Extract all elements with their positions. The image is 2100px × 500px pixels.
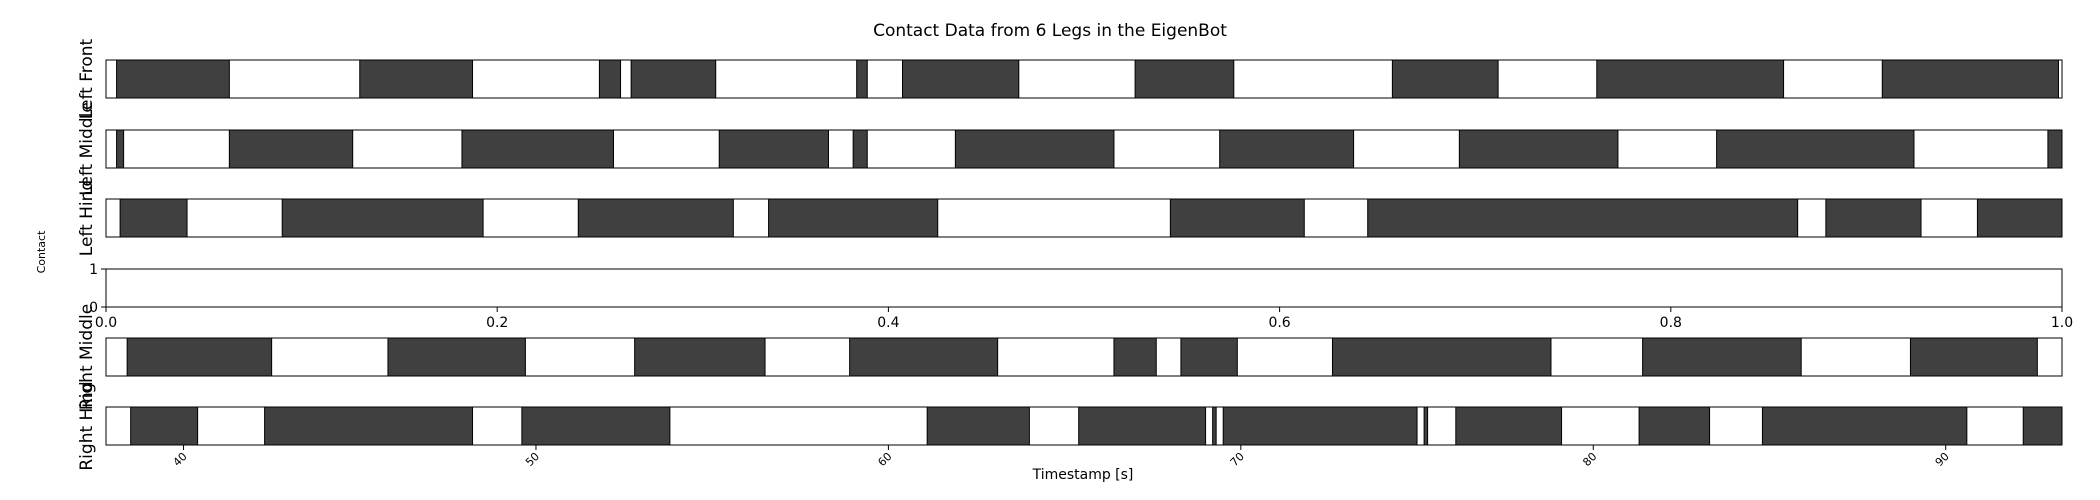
leg-row: Left Front [77, 38, 2063, 119]
contact-bar [116, 59, 230, 99]
contact-bar [852, 129, 868, 169]
contact-bar [1761, 406, 1968, 446]
contact-bar [1825, 198, 1922, 238]
x-tick-label: 0.8 [1660, 315, 1682, 331]
contact-bar [1638, 406, 1711, 446]
contact-bar [1458, 129, 1619, 169]
y-axis-label: Contact [35, 230, 48, 273]
contact-bar [954, 129, 1115, 169]
contact-bar [1716, 129, 1915, 169]
y-tick-label: 1 [89, 262, 98, 278]
contact-bar [1596, 59, 1785, 99]
empty-axis: 0 1 0.0 0.2 0.4 0.6 0.8 1.0 [89, 262, 2073, 331]
leg-row [105, 268, 2063, 308]
contact-bar [768, 198, 939, 238]
leg-label: Right Hind [77, 381, 97, 470]
leg-row: Right Middle [77, 304, 2063, 410]
x-tick-label: 0.0 [95, 315, 117, 331]
x-tick-label: 0.4 [877, 315, 899, 331]
contact-bar [1219, 129, 1355, 169]
contact-bar [1642, 337, 1802, 377]
timestamp-tick-label: 80 [1580, 450, 1599, 469]
leg-label: Left Middle [77, 102, 97, 196]
contact-bar [521, 406, 671, 446]
timestamp-tick-label: 90 [1933, 450, 1952, 469]
contact-bar [1391, 59, 1499, 99]
contact-bar [130, 406, 199, 446]
chart-title: Contact Data from 6 Legs in the EigenBot [873, 21, 1227, 41]
contact-bar [126, 337, 273, 377]
x-tick-label: 0.6 [1268, 315, 1290, 331]
contact-bar [461, 129, 615, 169]
contact-bar [264, 406, 474, 446]
row-frame [105, 268, 2063, 308]
contact-bar [849, 337, 999, 377]
contact-bar [718, 129, 829, 169]
contact-bar [630, 59, 717, 99]
x-axis-label: Timestamp [s] [1032, 467, 1134, 483]
contact-bar [926, 406, 1030, 446]
timestamp-tick-label: 70 [1228, 450, 1247, 469]
y-tick-label: 0 [89, 300, 98, 316]
x-tick-label: 0.2 [486, 315, 508, 331]
leg-label: Left Hind [77, 180, 97, 256]
contact-bar [577, 198, 734, 238]
contact-bar [1423, 406, 1429, 446]
contact-bar [1222, 406, 1418, 446]
leg-row: Right Hind [77, 381, 2063, 471]
contact-bar [2047, 129, 2063, 169]
contact-bar [228, 129, 354, 169]
contact-bar [901, 59, 1020, 99]
leg-label: Left Front [77, 38, 97, 119]
contact-bar [1169, 198, 1305, 238]
leg-row: Left Middle [77, 102, 2063, 196]
contact-bar [1212, 406, 1217, 446]
contact-bar [598, 59, 622, 99]
timestamp-tick-label: 40 [171, 450, 190, 469]
timestamp-tick-label: 50 [523, 450, 542, 469]
contact-bar [119, 198, 188, 238]
contact-bar [359, 59, 474, 99]
contact-bar [387, 337, 526, 377]
contact-bar [1331, 337, 1552, 377]
leg-label: Right Middle [77, 304, 97, 410]
contact-bar [1976, 198, 2063, 238]
timestamp-tick-label: 60 [875, 450, 894, 469]
timestamp-ticks: 40 50 60 70 80 90 [171, 445, 1952, 469]
contact-bar [116, 129, 125, 169]
contact-bar [1078, 406, 1207, 446]
contact-bar [1367, 198, 1799, 238]
contact-bar [1881, 59, 2059, 99]
contact-bar [1134, 59, 1235, 99]
contact-bar [1113, 337, 1157, 377]
contact-bar [281, 198, 484, 238]
contact-bar [1180, 337, 1238, 377]
x-tick-label: 1.0 [2051, 315, 2073, 331]
contact-bar [2022, 406, 2063, 446]
contact-bar [1909, 337, 2038, 377]
contact-bar [634, 337, 766, 377]
leg-row: Left Hind [77, 180, 2063, 256]
contact-bar [856, 59, 868, 99]
contact-bar [1455, 406, 1563, 446]
